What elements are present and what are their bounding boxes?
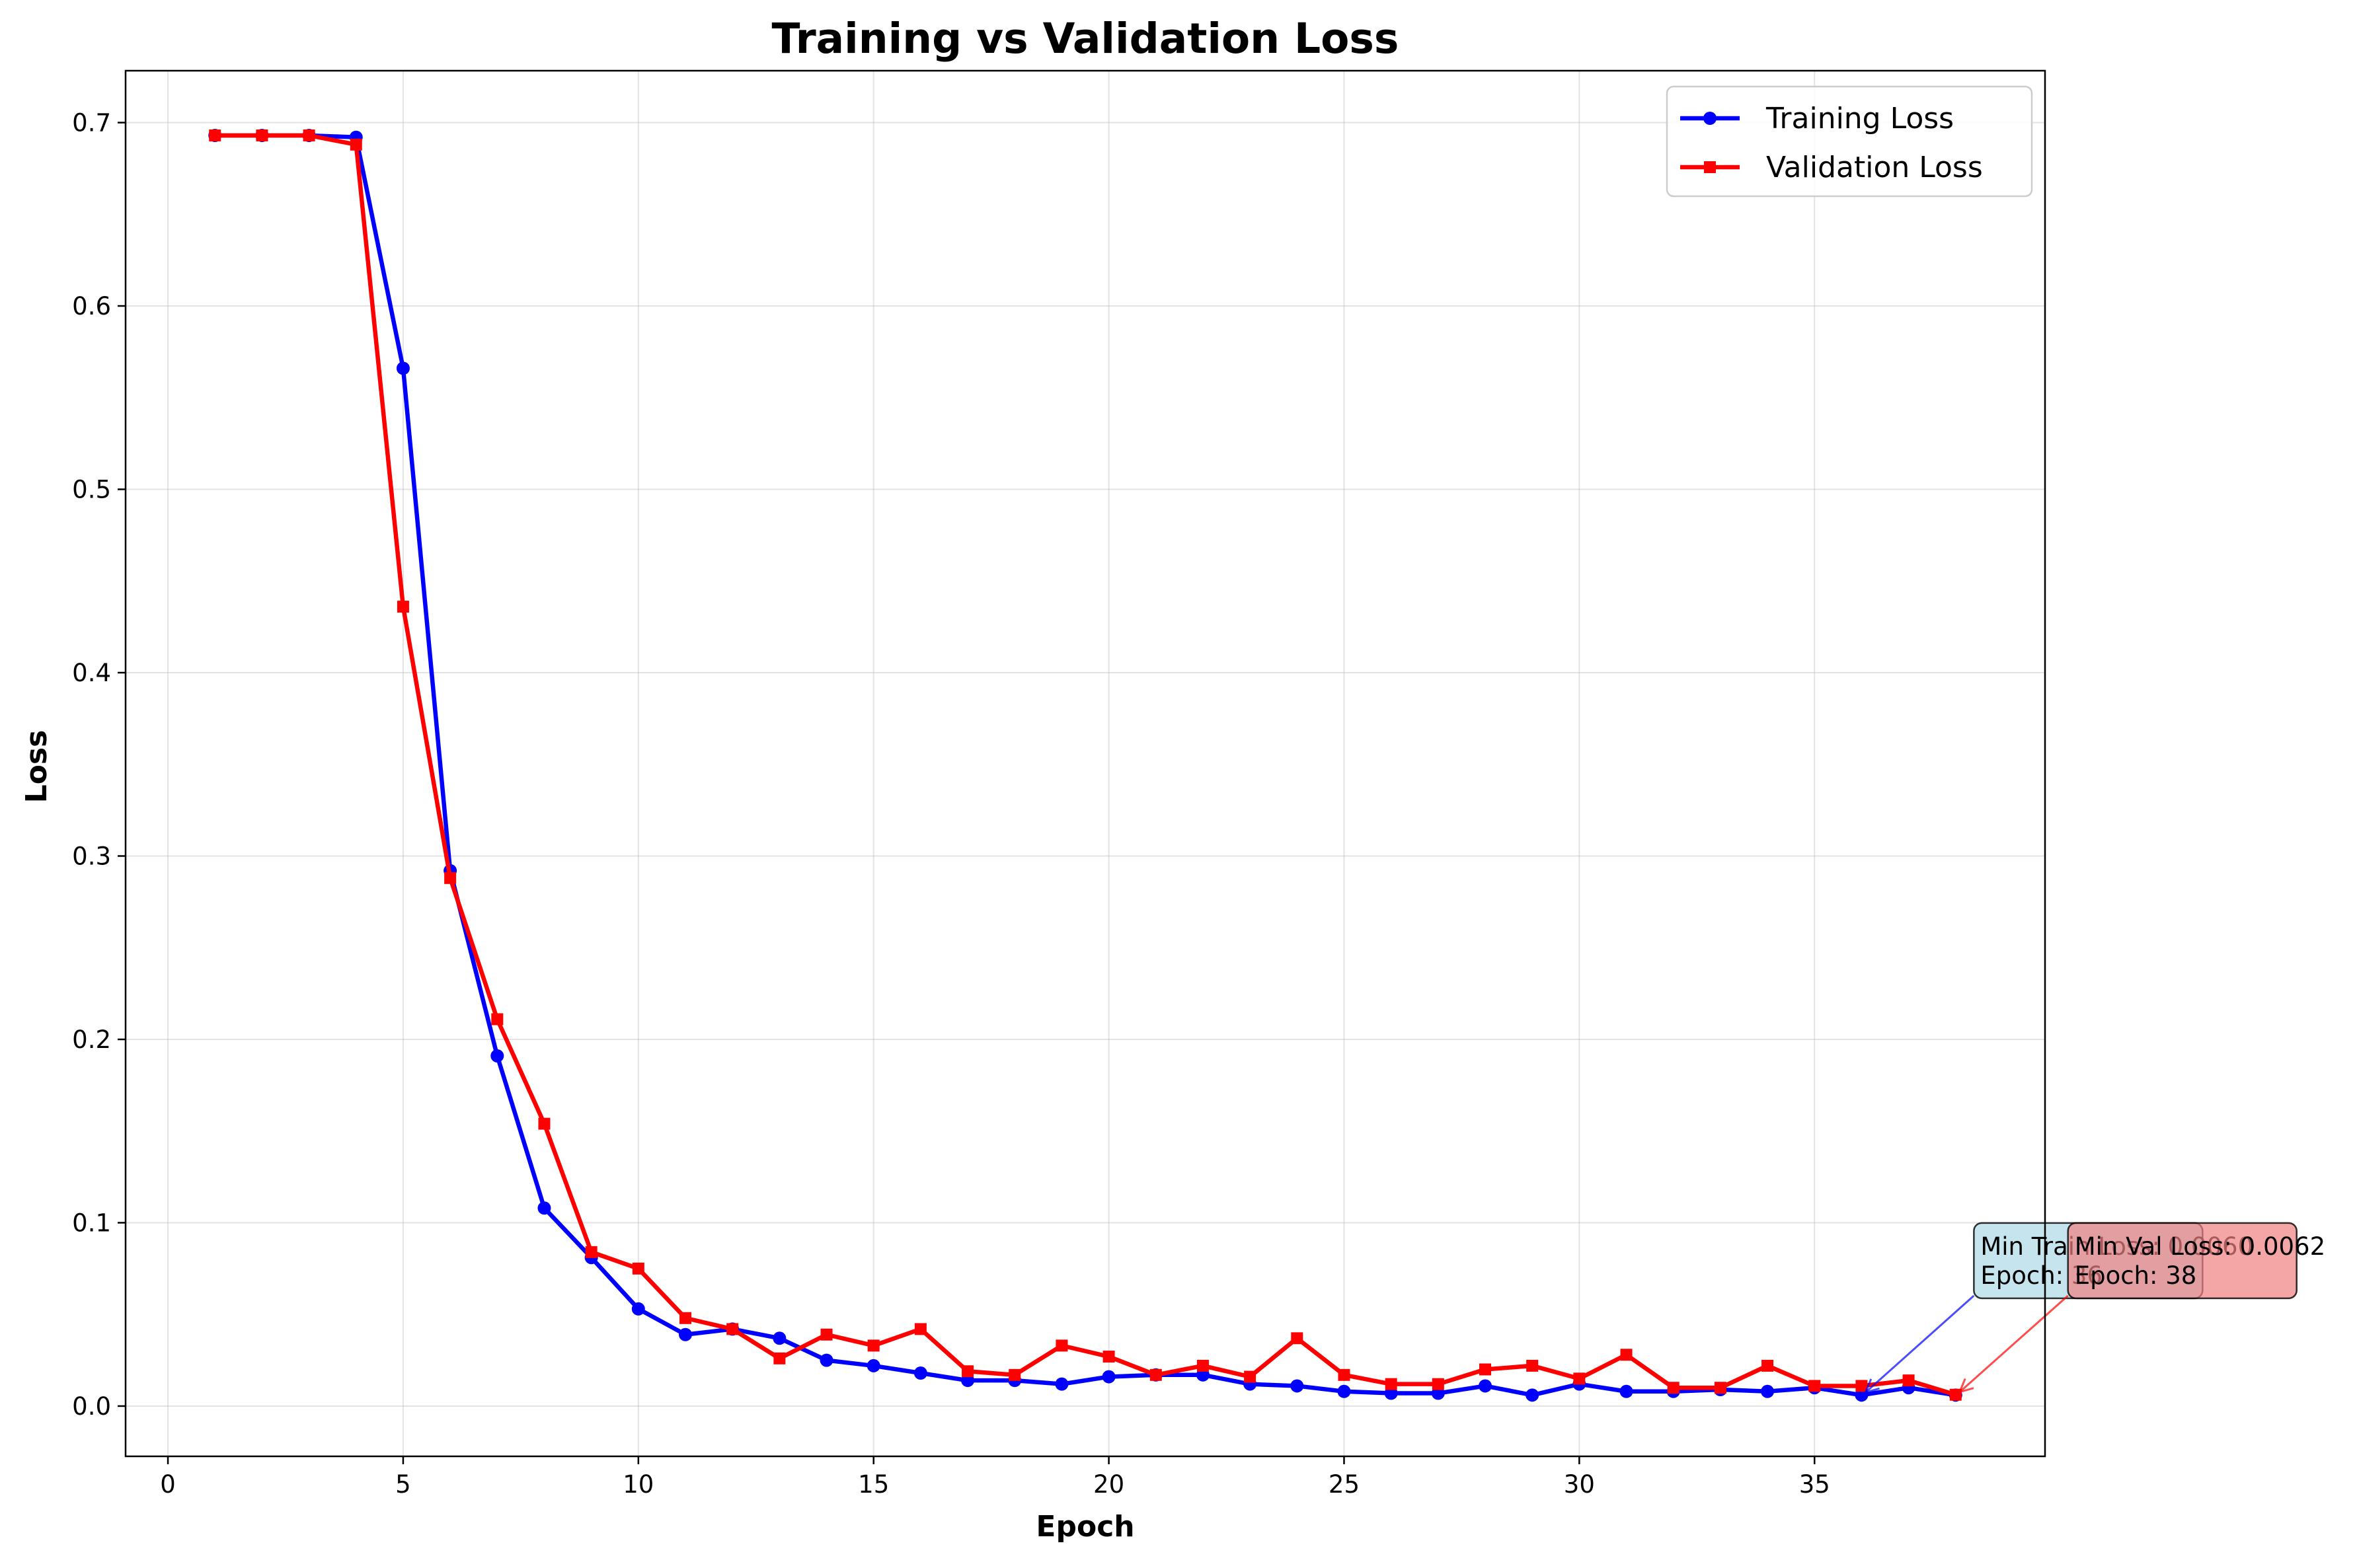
validation-loss-point bbox=[820, 1328, 833, 1341]
training-loss-point bbox=[537, 1201, 551, 1215]
plot-frame bbox=[124, 69, 2046, 1458]
min-val-text: Epoch: 38 bbox=[2075, 1261, 2197, 1290]
validation-loss-point bbox=[1573, 1372, 1586, 1385]
x-tick-label: 25 bbox=[1329, 1470, 1360, 1499]
x-tick-label: 35 bbox=[1799, 1470, 1830, 1499]
training-loss-point bbox=[820, 1353, 833, 1367]
y-tick-label: 0.0 bbox=[72, 1392, 111, 1421]
validation-loss-point bbox=[1620, 1349, 1633, 1361]
validation-loss-point bbox=[726, 1323, 739, 1335]
training-loss-point bbox=[396, 361, 410, 375]
ticks: 0 5 10 15 20 25 30 35 0.0 0.1 0.2 0.3 0.4 0.5 0.6 0.7 bbox=[72, 109, 1830, 1499]
training-loss-point bbox=[773, 1331, 787, 1345]
training-loss-point bbox=[679, 1327, 692, 1341]
min-val-text: Min Val Loss: 0.0062 bbox=[2075, 1232, 2325, 1261]
x-tick-label: 15 bbox=[858, 1470, 889, 1499]
min-val-arrow bbox=[1958, 1294, 2069, 1393]
validation-loss-point bbox=[1196, 1359, 1209, 1372]
training-loss-point bbox=[1055, 1377, 1069, 1391]
legend: Training Loss Validation Loss bbox=[1666, 85, 2033, 198]
legend-box bbox=[1666, 85, 2033, 198]
validation-loss-point bbox=[1526, 1359, 1539, 1372]
series bbox=[208, 128, 1962, 1402]
legend-training-loss-marker bbox=[1703, 112, 1717, 125]
min-train-arrowhead bbox=[1863, 1378, 1880, 1394]
y-tick-label: 0.1 bbox=[72, 1209, 111, 1237]
validation-loss-point bbox=[585, 1246, 598, 1258]
validation-loss-point bbox=[1102, 1351, 1115, 1363]
validation-loss-point bbox=[1291, 1332, 1303, 1345]
validation-loss-point bbox=[256, 129, 268, 141]
validation-loss-point bbox=[1432, 1378, 1444, 1390]
training-loss-point bbox=[1526, 1388, 1539, 1402]
training-loss-point bbox=[1479, 1379, 1492, 1393]
validation-loss-point bbox=[303, 129, 315, 141]
validation-loss-point bbox=[1667, 1382, 1680, 1394]
legend-validation-loss-label: Validation Loss bbox=[1766, 151, 1983, 184]
validation-loss-point bbox=[773, 1352, 786, 1364]
validation-loss-point bbox=[1056, 1339, 1068, 1352]
legend-training-loss-label: Training Loss bbox=[1765, 102, 1954, 135]
validation-loss-point bbox=[1009, 1368, 1021, 1381]
validation-loss-point bbox=[1761, 1359, 1774, 1372]
training-loss-point bbox=[1619, 1384, 1633, 1398]
x-tick-label: 0 bbox=[160, 1470, 176, 1499]
x-tick-label: 20 bbox=[1093, 1470, 1124, 1499]
validation-loss-point bbox=[1479, 1363, 1491, 1376]
y-tick-label: 0.5 bbox=[72, 476, 111, 504]
training-loss-point bbox=[1761, 1384, 1775, 1398]
training-loss-point bbox=[1337, 1384, 1351, 1398]
training-loss-point bbox=[913, 1366, 927, 1380]
validation-loss-point bbox=[209, 129, 221, 141]
validation-loss-point bbox=[444, 872, 457, 884]
validation-loss-point bbox=[679, 1312, 691, 1324]
validation-loss-point bbox=[1808, 1380, 1821, 1392]
y-tick-label: 0.7 bbox=[72, 109, 111, 137]
validation-loss-point bbox=[1385, 1378, 1397, 1390]
validation-loss-point bbox=[1949, 1388, 1962, 1401]
x-tick-label: 5 bbox=[395, 1470, 411, 1499]
y-tick-label: 0.6 bbox=[72, 292, 111, 320]
validation-loss-point bbox=[632, 1262, 644, 1275]
validation-loss-line bbox=[215, 133, 1956, 1397]
validation-loss-point bbox=[491, 1013, 504, 1026]
training-loss-point bbox=[1290, 1379, 1304, 1393]
validation-loss-point bbox=[962, 1365, 974, 1378]
validation-loss-point bbox=[1714, 1382, 1726, 1394]
training-loss-point bbox=[490, 1049, 504, 1063]
y-axis-label: Loss bbox=[20, 730, 54, 803]
validation-loss-point bbox=[538, 1117, 551, 1130]
training-loss-line bbox=[215, 133, 1956, 1398]
y-tick-label: 0.2 bbox=[72, 1026, 111, 1054]
min-val-arrowhead bbox=[1958, 1378, 1974, 1394]
validation-loss-point bbox=[1149, 1368, 1162, 1381]
validation-loss-point bbox=[1338, 1368, 1350, 1381]
validation-loss-point bbox=[397, 601, 409, 613]
y-tick-label: 0.4 bbox=[72, 659, 111, 687]
validation-loss-point bbox=[350, 138, 362, 151]
validation-loss-point bbox=[1244, 1370, 1256, 1383]
x-tick-label: 30 bbox=[1564, 1470, 1595, 1499]
x-tick-label: 10 bbox=[623, 1470, 654, 1499]
validation-loss-point bbox=[914, 1323, 927, 1335]
legend-validation-loss-marker bbox=[1704, 161, 1716, 173]
validation-loss-point bbox=[867, 1339, 880, 1352]
training-loss-point bbox=[867, 1359, 880, 1372]
min-train-arrow bbox=[1865, 1294, 1975, 1394]
x-axis-label: Epoch bbox=[1036, 1510, 1134, 1544]
training-loss-point bbox=[631, 1302, 645, 1316]
training-loss-point bbox=[1102, 1370, 1116, 1384]
chart-title: Training vs Validation Loss bbox=[772, 15, 1399, 63]
validation-loss-point bbox=[1855, 1380, 1868, 1392]
validation-loss-point bbox=[1902, 1374, 1915, 1387]
y-tick-label: 0.3 bbox=[72, 842, 111, 870]
min-val-box bbox=[2067, 1222, 2298, 1300]
